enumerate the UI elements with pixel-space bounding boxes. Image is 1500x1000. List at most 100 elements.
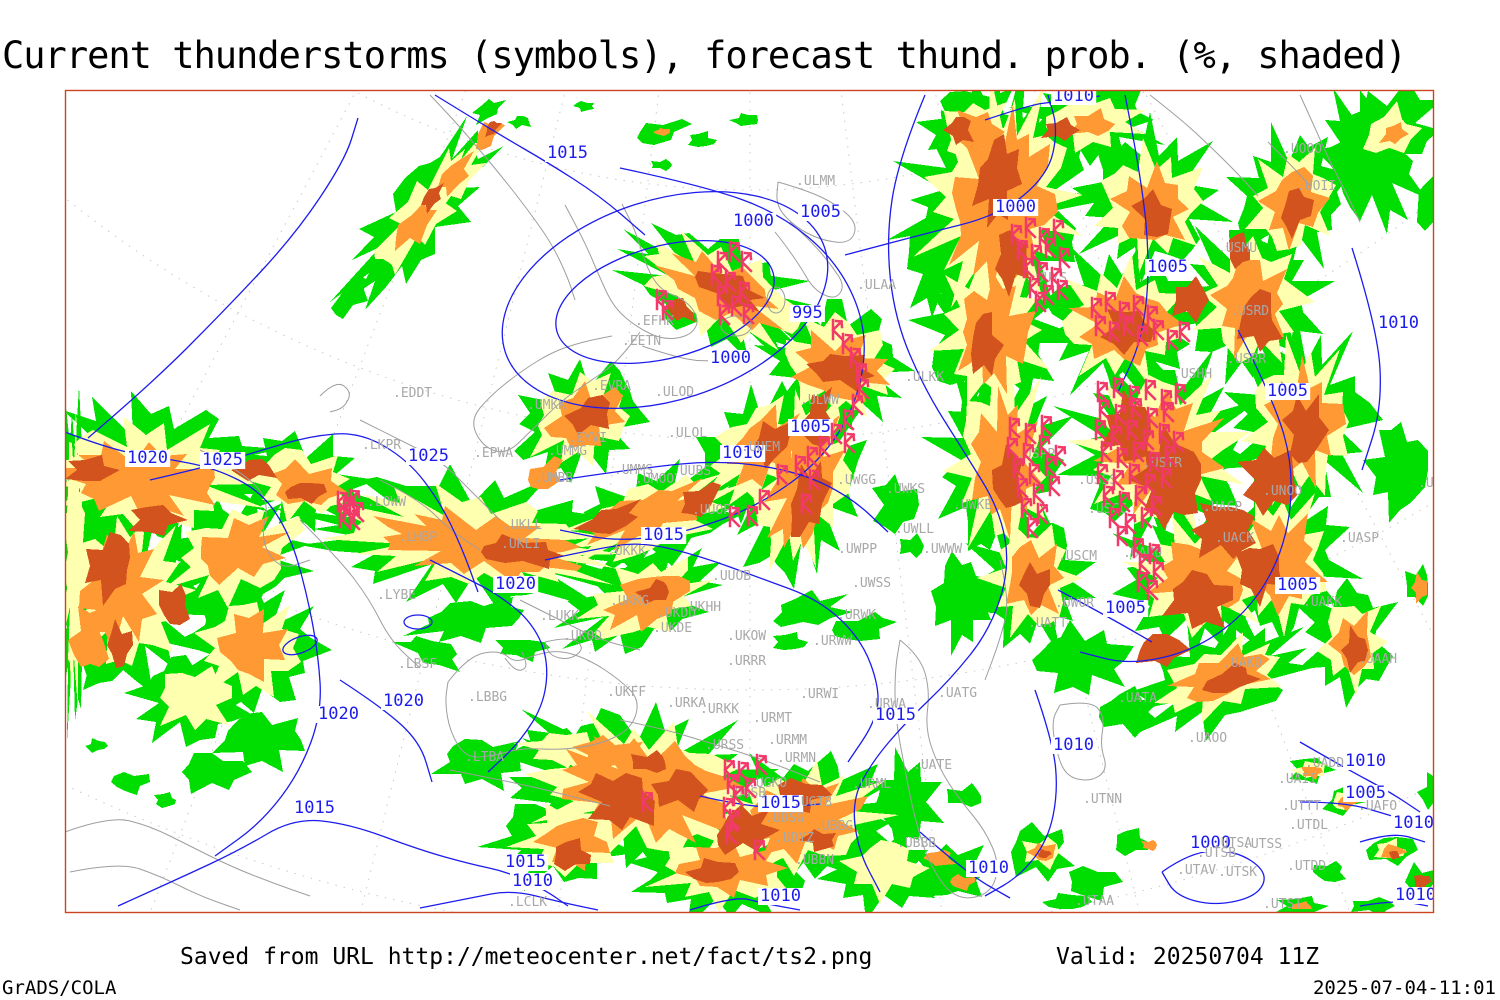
isobar-line bbox=[853, 94, 1008, 893]
probability-shade-level-1 bbox=[1363, 422, 1428, 523]
isobar-label: 1010 bbox=[1053, 86, 1094, 106]
probability-shade-level-4 bbox=[1136, 634, 1191, 667]
coastline bbox=[65, 819, 311, 897]
probability-shade-level-4 bbox=[231, 459, 277, 481]
thunderstorm-icon bbox=[755, 753, 768, 776]
isobar-label: 1010 bbox=[1395, 885, 1436, 905]
coastline bbox=[774, 221, 843, 298]
thunderstorm-icon bbox=[1116, 446, 1129, 469]
station-label: .UTNN bbox=[1083, 792, 1122, 807]
thunderstorm-icon bbox=[1038, 226, 1051, 249]
coastline bbox=[519, 599, 641, 651]
thunderstorm-icon bbox=[1036, 502, 1049, 525]
thunderstorm-icon bbox=[1012, 456, 1025, 479]
timestamp-caption: 2025-07-04-11:01 bbox=[1312, 977, 1496, 999]
isobar-line bbox=[1079, 329, 1292, 663]
station-labels: .ULMM .ULAA .ULKK .ULWW .ULOD .ULOL .EFHK .EETN… bbox=[362, 142, 1433, 912]
thunderstorm-icon bbox=[1030, 243, 1043, 266]
isobar-line bbox=[555, 239, 775, 365]
station-label: .UWGG bbox=[837, 473, 876, 488]
thunderstorm-icon bbox=[1164, 444, 1177, 467]
station-label: .UTAV bbox=[1177, 863, 1216, 878]
station-label: .UGKO bbox=[748, 776, 787, 791]
isobar-line bbox=[1299, 801, 1393, 817]
thunderstorm-icon bbox=[728, 505, 741, 528]
probability-shade-level-4 bbox=[85, 532, 130, 606]
isobar-label: 1000 bbox=[710, 348, 751, 368]
station-label: .UOOO bbox=[1283, 142, 1322, 157]
station-label: .URWW bbox=[813, 634, 852, 649]
thunderstorm-icon bbox=[724, 270, 737, 293]
coastline bbox=[199, 449, 311, 567]
probability-shade-level-1 bbox=[873, 747, 944, 851]
source-url-caption: Saved from URL http://meteocenter.net/fa… bbox=[180, 944, 873, 970]
probability-shade-level-4 bbox=[635, 579, 669, 604]
station-label: .UBBN bbox=[795, 853, 834, 868]
probability-shade-level-1 bbox=[1417, 176, 1433, 231]
probability-shade-level-1 bbox=[1042, 893, 1092, 909]
probability-shade-level-4 bbox=[128, 505, 188, 536]
station-label: .UTSK bbox=[1218, 865, 1257, 880]
station-label: .UMKK bbox=[527, 398, 566, 413]
coastline bbox=[619, 719, 821, 783]
isobar-line bbox=[501, 190, 829, 410]
station-label: .EPWA bbox=[474, 446, 513, 461]
station-label: .URWA bbox=[867, 697, 906, 712]
station-label: .LUKK bbox=[540, 609, 579, 624]
thunderstorm-icon bbox=[1056, 278, 1069, 301]
station-label: .UKLL bbox=[503, 518, 542, 533]
isobar-line bbox=[1359, 834, 1426, 843]
probability-shade-level-4 bbox=[1389, 851, 1400, 860]
isobar-label: 1000 bbox=[995, 197, 1036, 217]
isobar-label: 1010 bbox=[1393, 813, 1434, 833]
thunderstorm-icon bbox=[726, 772, 739, 795]
isobar-label: 1015 bbox=[547, 143, 588, 163]
probability-shade-level-4 bbox=[681, 482, 721, 517]
probability-shade-level-1 bbox=[832, 612, 897, 641]
thunderstorm-icon bbox=[730, 294, 743, 317]
thunderstorm-icon bbox=[1100, 440, 1113, 463]
thunderstorm-icon bbox=[1096, 462, 1109, 485]
station-label: .UDSG bbox=[765, 811, 804, 826]
isobar-label: 1005 bbox=[790, 417, 831, 437]
station-label: .UKOD bbox=[563, 629, 602, 644]
probability-shade-level-3 bbox=[1246, 513, 1328, 616]
station-label: .UKKG bbox=[610, 594, 649, 609]
thunderstorm-icon bbox=[831, 318, 844, 341]
thunderstorm-icon bbox=[1098, 398, 1111, 421]
station-label: .UUEM bbox=[741, 440, 780, 455]
thunderstorm-icon bbox=[1150, 494, 1163, 517]
thunderstorm-icon bbox=[1172, 430, 1185, 453]
isobar-label: 1005 bbox=[1267, 381, 1308, 401]
isobar-line bbox=[1117, 94, 1149, 393]
thunderstorm-icon bbox=[1020, 496, 1033, 519]
thunderstorm-icon bbox=[830, 422, 843, 445]
probability-shade-level-4 bbox=[159, 584, 190, 625]
thunderstorm-icon bbox=[1008, 416, 1021, 439]
probability-shade-level-1 bbox=[403, 597, 524, 643]
thunderstorm-icon bbox=[1058, 246, 1071, 269]
station-label: .UWOR bbox=[1055, 596, 1094, 611]
isobar-label: 1000 bbox=[1190, 833, 1231, 853]
station-label: .LHBP bbox=[398, 530, 437, 545]
coastline bbox=[319, 383, 350, 413]
isobar-line bbox=[87, 117, 359, 439]
probability-shade-level-4 bbox=[971, 312, 1004, 376]
probability-shade-level-3 bbox=[1292, 901, 1312, 909]
isobar-label: 1020 bbox=[318, 704, 359, 724]
isobar-label: 1025 bbox=[202, 450, 243, 470]
station-label: .UBBB bbox=[897, 836, 936, 851]
thunderstorm-icon bbox=[1146, 304, 1159, 327]
station-label: .UAKK bbox=[1303, 595, 1342, 610]
thunderstorm-icon bbox=[1160, 466, 1173, 489]
coastline bbox=[1149, 94, 1259, 197]
thunderstorm-icon bbox=[746, 504, 759, 527]
probability-shade-level-1 bbox=[1315, 90, 1426, 234]
station-label: .URKA bbox=[667, 696, 706, 711]
thunderstorm-icon bbox=[1108, 506, 1121, 529]
station-label: .UATE bbox=[913, 758, 952, 773]
isobar-line bbox=[339, 679, 433, 783]
probability-shade-level-4 bbox=[573, 499, 641, 534]
station-label: .UWPP bbox=[838, 542, 877, 557]
station-label: .USRR bbox=[1227, 352, 1266, 367]
